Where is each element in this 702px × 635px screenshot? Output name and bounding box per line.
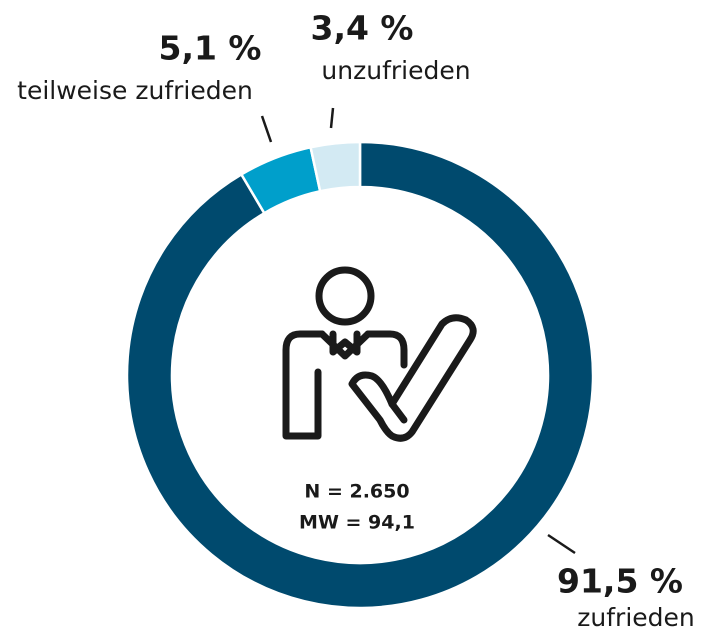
leader-line bbox=[329, 107, 335, 129]
leader-line bbox=[547, 533, 576, 555]
category-label: zufrieden bbox=[577, 603, 694, 632]
donut-segment bbox=[125, 140, 595, 610]
value-label: 5,1 % bbox=[158, 29, 261, 68]
value-label: 91,5 % bbox=[557, 562, 683, 601]
leader-line bbox=[260, 115, 273, 143]
donut-segment bbox=[309, 140, 362, 193]
value-label: 3,4 % bbox=[310, 9, 413, 48]
annotation: MW = 94,1 bbox=[299, 512, 415, 534]
category-label: teilweise zufrieden bbox=[17, 76, 253, 105]
annotation: N = 2.650 bbox=[304, 481, 409, 503]
category-label: unzufrieden bbox=[321, 56, 470, 85]
icon bbox=[282, 266, 477, 442]
